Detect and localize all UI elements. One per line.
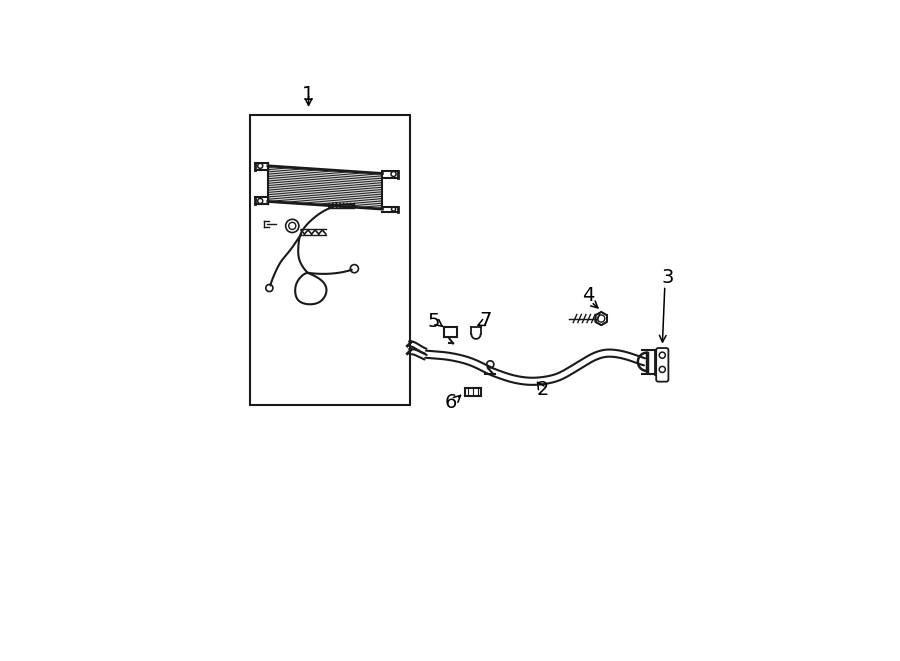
- Text: 3: 3: [662, 268, 673, 288]
- Polygon shape: [596, 312, 607, 325]
- Text: 5: 5: [427, 311, 439, 330]
- Text: 7: 7: [480, 311, 492, 330]
- Text: 4: 4: [582, 286, 595, 305]
- FancyBboxPatch shape: [656, 348, 669, 381]
- Text: 6: 6: [445, 393, 457, 412]
- Bar: [250, 115, 410, 405]
- Text: 2: 2: [536, 380, 549, 399]
- Text: 1: 1: [302, 85, 315, 104]
